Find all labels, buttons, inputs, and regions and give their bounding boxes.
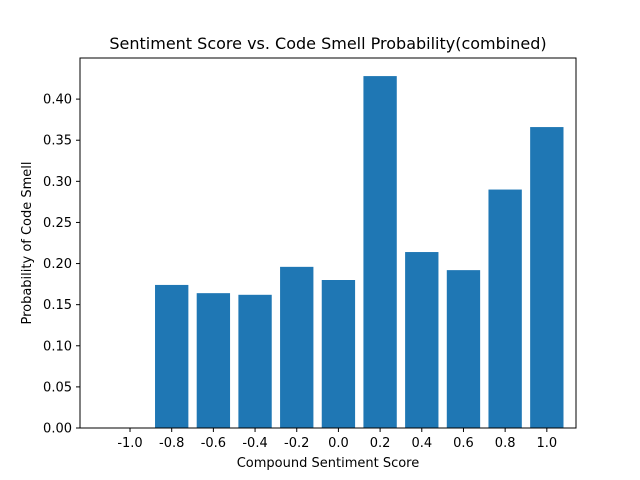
y-tick-label: 0.35 — [43, 134, 72, 149]
bar-0.8 — [488, 189, 522, 428]
bar--0.6 — [196, 293, 231, 428]
bar--0.2 — [280, 266, 314, 428]
y-tick-label: 0.25 — [43, 216, 72, 231]
y-tick-label: 0.00 — [43, 422, 72, 437]
bar-0.6 — [446, 270, 481, 428]
x-tick-label: -1.0 — [117, 436, 142, 451]
y-tick-label: 0.05 — [43, 380, 72, 395]
y-tick-label: 0.30 — [43, 175, 72, 190]
x-tick-label: -0.2 — [284, 436, 309, 451]
y-tick-label: 0.10 — [43, 339, 72, 354]
x-tick-label: 0.8 — [495, 436, 516, 451]
x-tick-label: -0.4 — [242, 436, 267, 451]
bar-0.2 — [363, 76, 397, 428]
y-tick-label: 0.40 — [43, 93, 72, 108]
x-axis-title: Compound Sentiment Score — [237, 456, 420, 471]
y-tick-label: 0.20 — [43, 257, 72, 272]
bar--0.8 — [155, 284, 189, 428]
x-tick-label: -0.8 — [159, 436, 184, 451]
bar-1.0 — [530, 127, 564, 429]
x-tick-label: 0.4 — [411, 436, 432, 451]
bar--0.4 — [238, 294, 272, 428]
bars-group — [155, 76, 564, 429]
x-axis: -1.0 -0.8 -0.6 -0.4 -0.2 0.0 0.2 0.4 0.6 0.8 1.0 — [117, 428, 557, 451]
y-axis-title: Probability of Code Smell — [20, 161, 35, 324]
y-tick-label: 0.15 — [43, 298, 72, 313]
bar-0.4 — [405, 252, 439, 428]
x-tick-label: 0.0 — [328, 436, 349, 451]
x-tick-label: 0.6 — [453, 436, 474, 451]
x-tick-label: 0.2 — [370, 436, 391, 451]
x-tick-label: 1.0 — [536, 436, 557, 451]
chart-title: Sentiment Score vs. Code Smell Probabili… — [109, 34, 546, 53]
plot-frame — [79, 57, 577, 429]
bar-0.0 — [321, 280, 356, 428]
y-axis: 0.00 0.05 0.10 0.15 0.20 0.25 0.30 0.35 0.40 — [43, 93, 80, 437]
x-tick-label: -0.6 — [201, 436, 226, 451]
